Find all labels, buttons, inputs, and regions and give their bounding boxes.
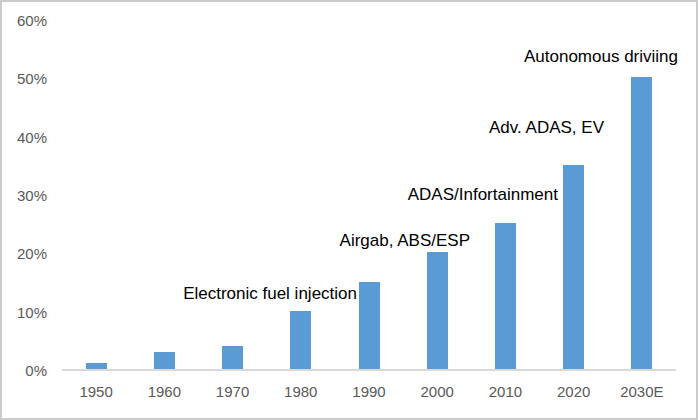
annotation: Electronic fuel injection bbox=[183, 283, 357, 305]
x-tick-label: 2000 bbox=[405, 382, 469, 402]
y-tick-label: 40% bbox=[7, 129, 47, 147]
bar-1980 bbox=[290, 311, 311, 369]
y-tick-label: 60% bbox=[7, 12, 47, 30]
y-tick-label: 50% bbox=[7, 70, 47, 88]
x-tick-label: 2020 bbox=[542, 382, 606, 402]
bar-chart: 0% 10% 20% 30% 40% 50% 60% 1950196019701980199… bbox=[0, 0, 698, 420]
bar-2000 bbox=[427, 252, 448, 369]
y-tick-label: 20% bbox=[7, 245, 47, 263]
x-tick-label: 1970 bbox=[201, 382, 265, 402]
annotation: ADAS/Infortainment bbox=[408, 184, 558, 206]
x-tick-label: 1960 bbox=[132, 382, 196, 402]
bar-1970 bbox=[222, 346, 243, 369]
x-tick-label: 1980 bbox=[269, 382, 333, 402]
annotation: Adv. ADAS, EV bbox=[489, 117, 604, 139]
x-tick-label: 2030E bbox=[610, 382, 674, 402]
y-tick-label: 0% bbox=[7, 362, 47, 380]
y-tick-label: 30% bbox=[7, 187, 47, 205]
annotation: Airgab, ABS/ESP bbox=[340, 230, 470, 252]
x-tick-label: 1950 bbox=[64, 382, 128, 402]
bar-2020 bbox=[563, 165, 584, 369]
bar-1950 bbox=[86, 363, 107, 369]
x-tick-label: 2010 bbox=[473, 382, 537, 402]
bar-1990 bbox=[359, 282, 380, 370]
y-tick-label: 10% bbox=[7, 304, 47, 322]
bar-2010 bbox=[495, 223, 516, 369]
annotation: Autonomous driviing bbox=[524, 46, 678, 68]
x-axis-line bbox=[62, 369, 676, 371]
bar-1960 bbox=[154, 352, 175, 370]
x-tick-label: 1990 bbox=[337, 382, 401, 402]
bar-2030E bbox=[631, 77, 652, 369]
